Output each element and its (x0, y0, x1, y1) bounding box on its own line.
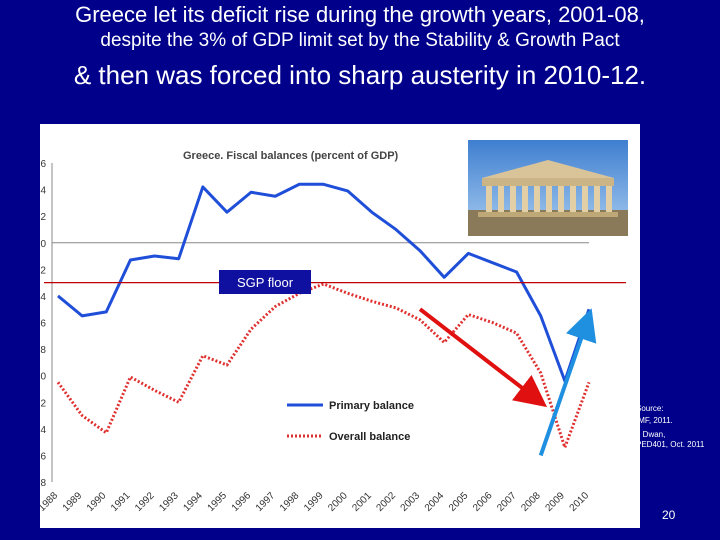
y-tick-label: -12 (40, 398, 46, 409)
sgp-floor-label: SGP floor (237, 275, 294, 290)
deficit-rise-arrow (418, 307, 548, 408)
y-tick-label: -14 (40, 425, 46, 436)
x-tick-label: 1997 (254, 490, 278, 514)
source-author: I. Dwan, (636, 430, 666, 439)
x-tick-label: 2003 (399, 490, 423, 514)
sgp-floor-box (219, 270, 311, 294)
page-number: 20 (662, 508, 676, 522)
y-tick-label: -16 (40, 451, 46, 462)
fiscal-balance-chart: 6420-2-4-6-8-10-12-14-16-181988198919901… (40, 150, 626, 514)
x-tick-label: 2002 (375, 490, 399, 514)
slide-title-line1: Greece let its deficit rise during the g… (75, 2, 645, 27)
x-tick-label: 1994 (181, 490, 205, 514)
primary-balance-line (57, 182, 591, 383)
x-tick-label: 2008 (519, 490, 543, 514)
austerity-arrow (538, 308, 597, 457)
chart-title: Greece. Fiscal balances (percent of GDP) (183, 150, 399, 162)
parthenon-photo (468, 140, 628, 236)
y-tick-label: -8 (40, 345, 46, 356)
legend-label: Overall balance (329, 431, 410, 443)
x-tick-label: 2005 (447, 490, 471, 514)
x-tick-label: 1998 (278, 490, 302, 514)
x-tick-label: 2009 (543, 490, 567, 514)
y-tick-label: -18 (40, 478, 46, 489)
y-tick-label: -10 (40, 372, 46, 383)
x-tick-label: 1992 (133, 490, 157, 514)
source-org: IMF, 2011. (636, 416, 673, 425)
legend-label: Primary balance (329, 400, 414, 412)
y-tick-label: -2 (40, 265, 46, 276)
slide-title-line2: despite the 3% of GDP limit set by the S… (100, 30, 620, 51)
x-tick-label: 2000 (326, 490, 350, 514)
x-tick-label: 2007 (495, 490, 519, 514)
x-tick-label: 1996 (230, 490, 254, 514)
y-tick-label: 4 (40, 186, 46, 197)
slide-title-line3: & then was forced into sharp austerity i… (73, 60, 647, 90)
source-label: Source: (636, 404, 664, 413)
x-tick-label: 1989 (61, 490, 85, 514)
source-course: PED401, Oct. 2011 (636, 440, 705, 449)
x-tick-label: 1988 (40, 490, 60, 514)
x-tick-label: 1990 (85, 490, 109, 514)
x-tick-label: 1995 (206, 490, 230, 514)
y-tick-label: -6 (40, 319, 46, 330)
x-tick-label: 2004 (423, 490, 447, 514)
x-tick-label: 1993 (157, 490, 181, 514)
x-tick-label: 2001 (350, 490, 374, 514)
y-tick-label: 6 (40, 159, 46, 170)
y-tick-label: -4 (40, 292, 46, 303)
y-tick-label: 2 (40, 212, 46, 223)
x-tick-label: 1991 (109, 490, 133, 514)
overall-balance-line (56, 282, 591, 449)
y-tick-label: 0 (40, 239, 46, 250)
x-tick-label: 2010 (568, 490, 592, 514)
x-tick-label: 1999 (302, 490, 326, 514)
x-tick-label: 2006 (471, 490, 495, 514)
